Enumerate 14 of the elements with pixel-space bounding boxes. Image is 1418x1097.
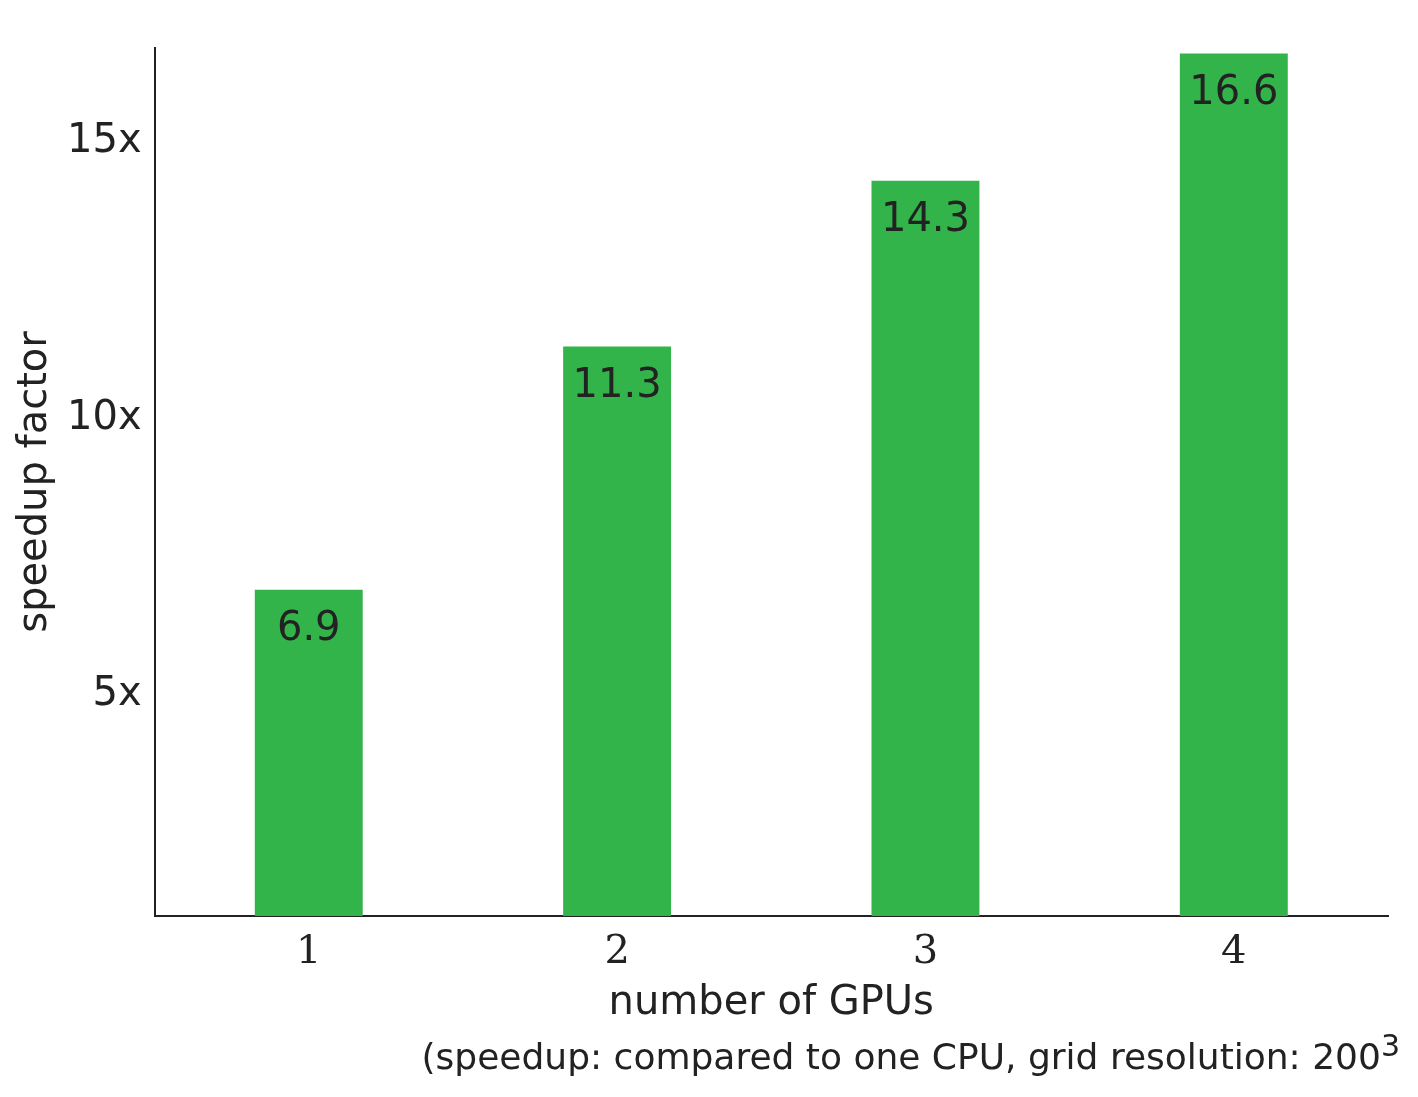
x-axis-title: number of GPUs	[608, 977, 934, 1024]
x-tick-label: 1	[296, 926, 322, 973]
y-tick-label: 5x	[92, 668, 142, 715]
data-label: 14.3	[880, 194, 970, 241]
data-label: 16.6	[1189, 66, 1279, 113]
text: (speedup: compared to one CPU, grid resolution: 200$^{3}$	[420, 1028, 1401, 1077]
y-tick-label: 15x	[66, 115, 142, 162]
x-tick-label: 2	[604, 926, 630, 973]
y-tick-label: 10x	[66, 391, 142, 438]
y-axis-title: speedup factor	[9, 330, 56, 633]
x-tick-label: 4	[1221, 926, 1247, 973]
data-label: 11.3	[572, 359, 662, 406]
x-tick-label: 3	[912, 926, 939, 973]
data-label: 6.9	[276, 603, 341, 650]
